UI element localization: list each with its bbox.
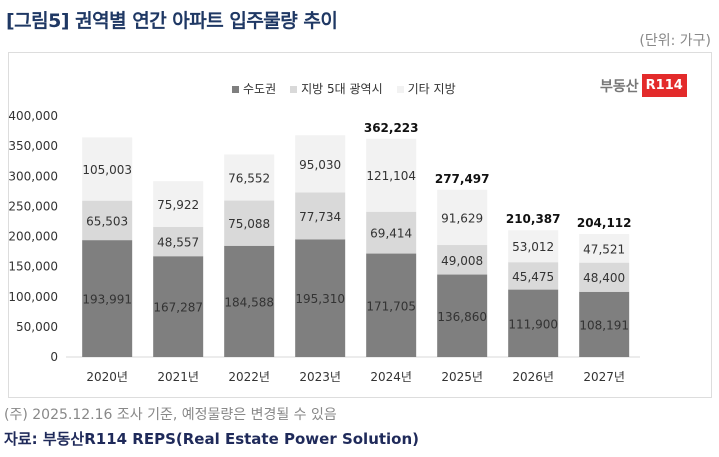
- total-label: 204,112: [577, 216, 632, 230]
- bar-segment: [82, 137, 133, 201]
- y-tick-label: 50,000: [16, 320, 58, 334]
- data-label: 171,705: [366, 299, 416, 313]
- data-label: 47,521: [583, 242, 625, 256]
- data-label: 108,191: [579, 318, 629, 332]
- legend-item: 지방 5대 광역시: [290, 80, 383, 97]
- bar-segment: [366, 253, 417, 357]
- y-tick-label: 100,000: [8, 290, 58, 304]
- data-label: 184,588: [224, 295, 274, 309]
- logo-text: 부동산: [600, 78, 639, 95]
- bar-segment: [579, 262, 630, 292]
- data-label: 195,310: [295, 292, 345, 306]
- y-tick-label: 0: [50, 350, 58, 364]
- bar-segment: [224, 245, 275, 357]
- legend-swatch: [290, 86, 298, 93]
- data-label: 49,008: [441, 254, 483, 268]
- logo: 부동산 R114: [600, 74, 687, 97]
- bar-segment: [579, 291, 630, 357]
- legend-swatch: [396, 86, 404, 93]
- bar-segment: [82, 240, 133, 357]
- unit-label: (단위: 가구): [639, 33, 711, 49]
- legend-label: 수도권: [243, 82, 277, 96]
- data-label: 69,414: [370, 227, 412, 241]
- data-label: 45,475: [512, 270, 554, 284]
- legend-label: 지방 5대 광역시: [301, 82, 383, 96]
- total-label: 362,223: [364, 121, 419, 135]
- bar-segment: [82, 200, 133, 241]
- data-label: 75,922: [157, 198, 199, 212]
- total-label: 277,497: [435, 172, 490, 186]
- footnote: (주) 2025.12.16 조사 기준, 예정물량은 변경될 수 있음: [4, 407, 337, 423]
- data-label: 75,088: [228, 217, 270, 231]
- data-label: 53,012: [512, 240, 554, 254]
- bar-segment: [437, 245, 488, 275]
- bar-segment: [224, 154, 275, 201]
- bar-segment: [366, 211, 417, 254]
- bar-segment: [508, 289, 559, 357]
- bar-segment: [366, 138, 417, 212]
- data-label: 193,991: [82, 293, 132, 307]
- x-tick-label: 2022년: [228, 370, 270, 384]
- data-label: 76,552: [228, 171, 270, 185]
- y-tick-label: 300,000: [8, 169, 58, 183]
- data-label: 91,629: [441, 211, 483, 225]
- x-tick-label: 2023년: [299, 370, 341, 384]
- bar-segment: [508, 230, 559, 263]
- chart-title: [그림5] 권역별 연간 아파트 입주물량 추이: [6, 10, 338, 32]
- x-tick-label: 2025년: [441, 370, 483, 384]
- data-label: 77,734: [299, 210, 341, 224]
- data-label: 121,104: [366, 169, 416, 183]
- data-label: 111,900: [508, 317, 558, 331]
- bar-segment: [295, 239, 346, 357]
- x-tick-label: 2020년: [86, 370, 128, 384]
- legend-swatch: [232, 86, 239, 93]
- legend: 수도권 지방 5대 광역시 기타 지방: [232, 80, 456, 97]
- bar-segment: [437, 274, 488, 357]
- bar-segment: [437, 189, 488, 246]
- logo-badge: R114: [641, 74, 687, 97]
- y-tick-label: 400,000: [8, 109, 58, 123]
- legend-item: 기타 지방: [396, 80, 456, 97]
- data-label: 48,557: [157, 236, 199, 250]
- x-tick-label: 2026년: [512, 370, 554, 384]
- chart-frame: [8, 52, 712, 398]
- y-tick-label: 250,000: [8, 199, 58, 213]
- data-label: 136,860: [437, 310, 487, 324]
- legend-item: 수도권: [232, 80, 276, 97]
- bar-segment: [508, 262, 559, 290]
- data-label: 167,287: [153, 301, 203, 315]
- x-tick-label: 2027년: [583, 370, 625, 384]
- source: 자료: 부동산R114 REPS(Real Estate Power Solut…: [4, 430, 420, 448]
- bar-segment: [224, 200, 275, 246]
- bar-segment: [153, 181, 204, 227]
- data-label: 95,030: [299, 158, 341, 172]
- data-label: 105,003: [82, 163, 132, 177]
- bar-segment: [295, 135, 346, 193]
- bar-segment: [153, 226, 204, 257]
- bar-segment: [153, 256, 204, 357]
- total-label: 210,387: [506, 212, 561, 226]
- y-tick-label: 350,000: [8, 139, 58, 153]
- y-tick-label: 150,000: [8, 260, 58, 274]
- x-tick-label: 2024년: [370, 370, 412, 384]
- data-label: 65,503: [86, 214, 128, 228]
- legend-label: 기타 지방: [407, 82, 456, 96]
- data-label: 48,400: [583, 271, 625, 285]
- y-tick-label: 200,000: [8, 230, 58, 244]
- x-tick-label: 2021년: [157, 370, 199, 384]
- bar-segment: [579, 234, 630, 263]
- bar-segment: [295, 192, 346, 240]
